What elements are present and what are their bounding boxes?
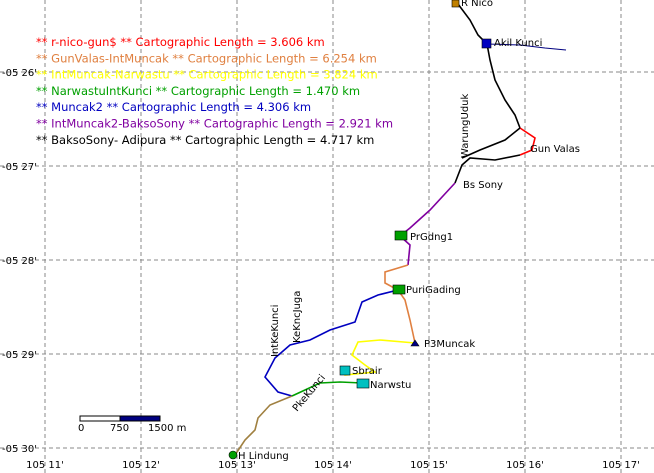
place-label: KeKncJuga [292,291,303,343]
longitude-labels: 105 11' 105 12' 105 13' 105 14' 105 15' 105 1… [26,460,640,471]
place-label: PrGdng1 [410,232,453,243]
longitude-label: 105 11' [26,460,64,471]
scale-bar: 0 750 1500 m [78,415,186,434]
place-label: IntKeKunci [270,305,281,357]
longitude-label: 105 13' [218,460,256,471]
place-label: PuriGading [406,285,461,296]
longitude-label: 105 15' [410,460,448,471]
latitude-label: -05 29' [2,350,37,361]
latitude-label: -05 27' [2,162,37,173]
latitude-label: -05 26' [2,68,37,79]
legend-entry: ** IntMuncak2-BaksoSony ** Cartographic … [36,117,393,131]
place-label: P3Muncak [424,339,475,350]
legend-entry: ** BaksoSony- Adipura ** Cartographic Le… [36,133,374,147]
place-label: Gun Valas [530,144,580,155]
markers [228,0,492,460]
place-label: H Lindung [238,451,289,462]
scale-label: 0 [78,423,84,434]
legend: ** r-nico-gun$ ** Cartographic Length = … [36,35,393,147]
latitude-labels: -05 26' -05 27' -05 28' -05 29' -05 30' [2,68,37,455]
legend-entry: ** NarwastuIntKunci ** Cartographic Leng… [36,84,360,98]
place-label: Akil Kunci [494,38,542,49]
latitude-label: -05 30' [2,444,37,455]
longitude-label: 105 14' [314,460,352,471]
place-label: R Nico [461,0,493,9]
legend-entry: ** IntMuncak-Narwastu ** Cartographic Le… [36,68,378,82]
longitude-label: 105 16' [506,460,544,471]
longitude-label: 105 17' [602,460,640,471]
legend-entry: ** GunValas-IntMuncak ** Cartographic Le… [36,51,377,65]
legend-entry: ** r-nico-gun$ ** Cartographic Length = … [36,35,325,49]
scale-label: 750 [110,423,129,434]
place-label: WarungUduk [460,93,471,158]
place-label: Bs Sony [463,180,503,191]
place-label: Sbrair [352,366,383,377]
longitude-label: 105 12' [122,460,160,471]
place-label: Narwstu [370,380,411,391]
scale-label: 1500 m [148,423,186,434]
latitude-label: -05 28' [2,256,37,267]
legend-entry: ** Muncak2 ** Cartographic Length = 4.30… [36,100,311,114]
